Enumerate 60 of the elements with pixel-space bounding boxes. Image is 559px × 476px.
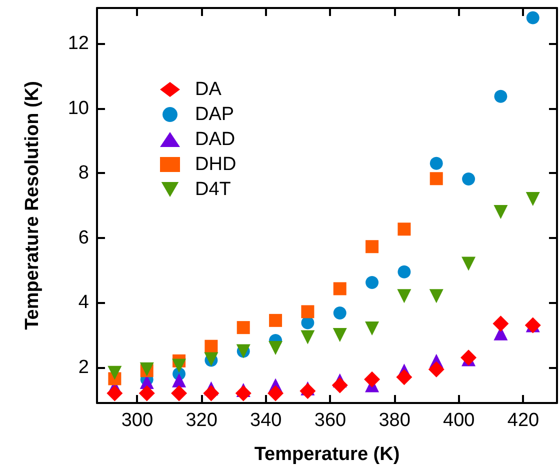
- point: [398, 265, 411, 278]
- y-tick-label: 2: [78, 356, 89, 378]
- point: [301, 305, 314, 318]
- point: [365, 322, 380, 336]
- point: [172, 373, 186, 388]
- legend-label: D4T: [195, 179, 232, 200]
- point: [462, 256, 476, 271]
- point: [203, 385, 220, 402]
- point: [428, 361, 444, 378]
- point: [333, 306, 346, 320]
- point: [526, 11, 540, 24]
- point: [332, 377, 348, 394]
- point: [429, 289, 444, 304]
- y-axis-title: Temperature Resolution (K): [22, 81, 43, 330]
- point: [300, 383, 316, 400]
- point: [204, 340, 218, 353]
- y-tick-label: 8: [78, 162, 89, 184]
- point: [366, 276, 379, 290]
- legend-label: DAP: [195, 104, 234, 125]
- legend-label: DAD: [195, 129, 236, 150]
- point: [235, 385, 252, 402]
- point: [462, 172, 476, 186]
- point: [492, 316, 509, 332]
- point: [138, 385, 155, 402]
- y-tick-label: 12: [68, 33, 89, 54]
- point: [397, 289, 412, 304]
- x-tick-label: 360: [314, 410, 346, 431]
- point: [333, 282, 346, 296]
- x-tick-label: 400: [443, 410, 475, 431]
- point: [269, 314, 282, 327]
- y-tick-label: 4: [78, 292, 90, 314]
- x-tick-label: 380: [378, 410, 410, 431]
- legend-label: DA: [195, 79, 222, 100]
- point: [301, 316, 314, 330]
- point: [494, 204, 508, 219]
- x-tick-label: 320: [186, 410, 218, 431]
- x-tick-label: 300: [121, 410, 154, 431]
- point: [398, 222, 411, 236]
- point: [332, 328, 347, 342]
- point: [268, 340, 283, 355]
- y-tick-label: 6: [78, 227, 89, 248]
- y-tick-label: 10: [68, 98, 89, 119]
- point: [366, 240, 379, 254]
- point: [494, 90, 508, 103]
- point: [396, 369, 412, 386]
- point: [430, 156, 443, 170]
- point: [106, 385, 123, 402]
- point: [108, 366, 122, 380]
- point: [172, 358, 186, 373]
- x-tick-label: 420: [507, 410, 540, 431]
- point: [268, 385, 284, 402]
- point: [300, 330, 315, 344]
- point: [171, 385, 188, 402]
- point: [430, 172, 443, 186]
- point: [526, 192, 540, 206]
- x-axis-title: Temperature (K): [254, 444, 400, 465]
- point: [364, 371, 380, 388]
- legend-label: DHD: [195, 154, 236, 175]
- x-tick-label: 340: [250, 410, 282, 431]
- point: [236, 321, 250, 334]
